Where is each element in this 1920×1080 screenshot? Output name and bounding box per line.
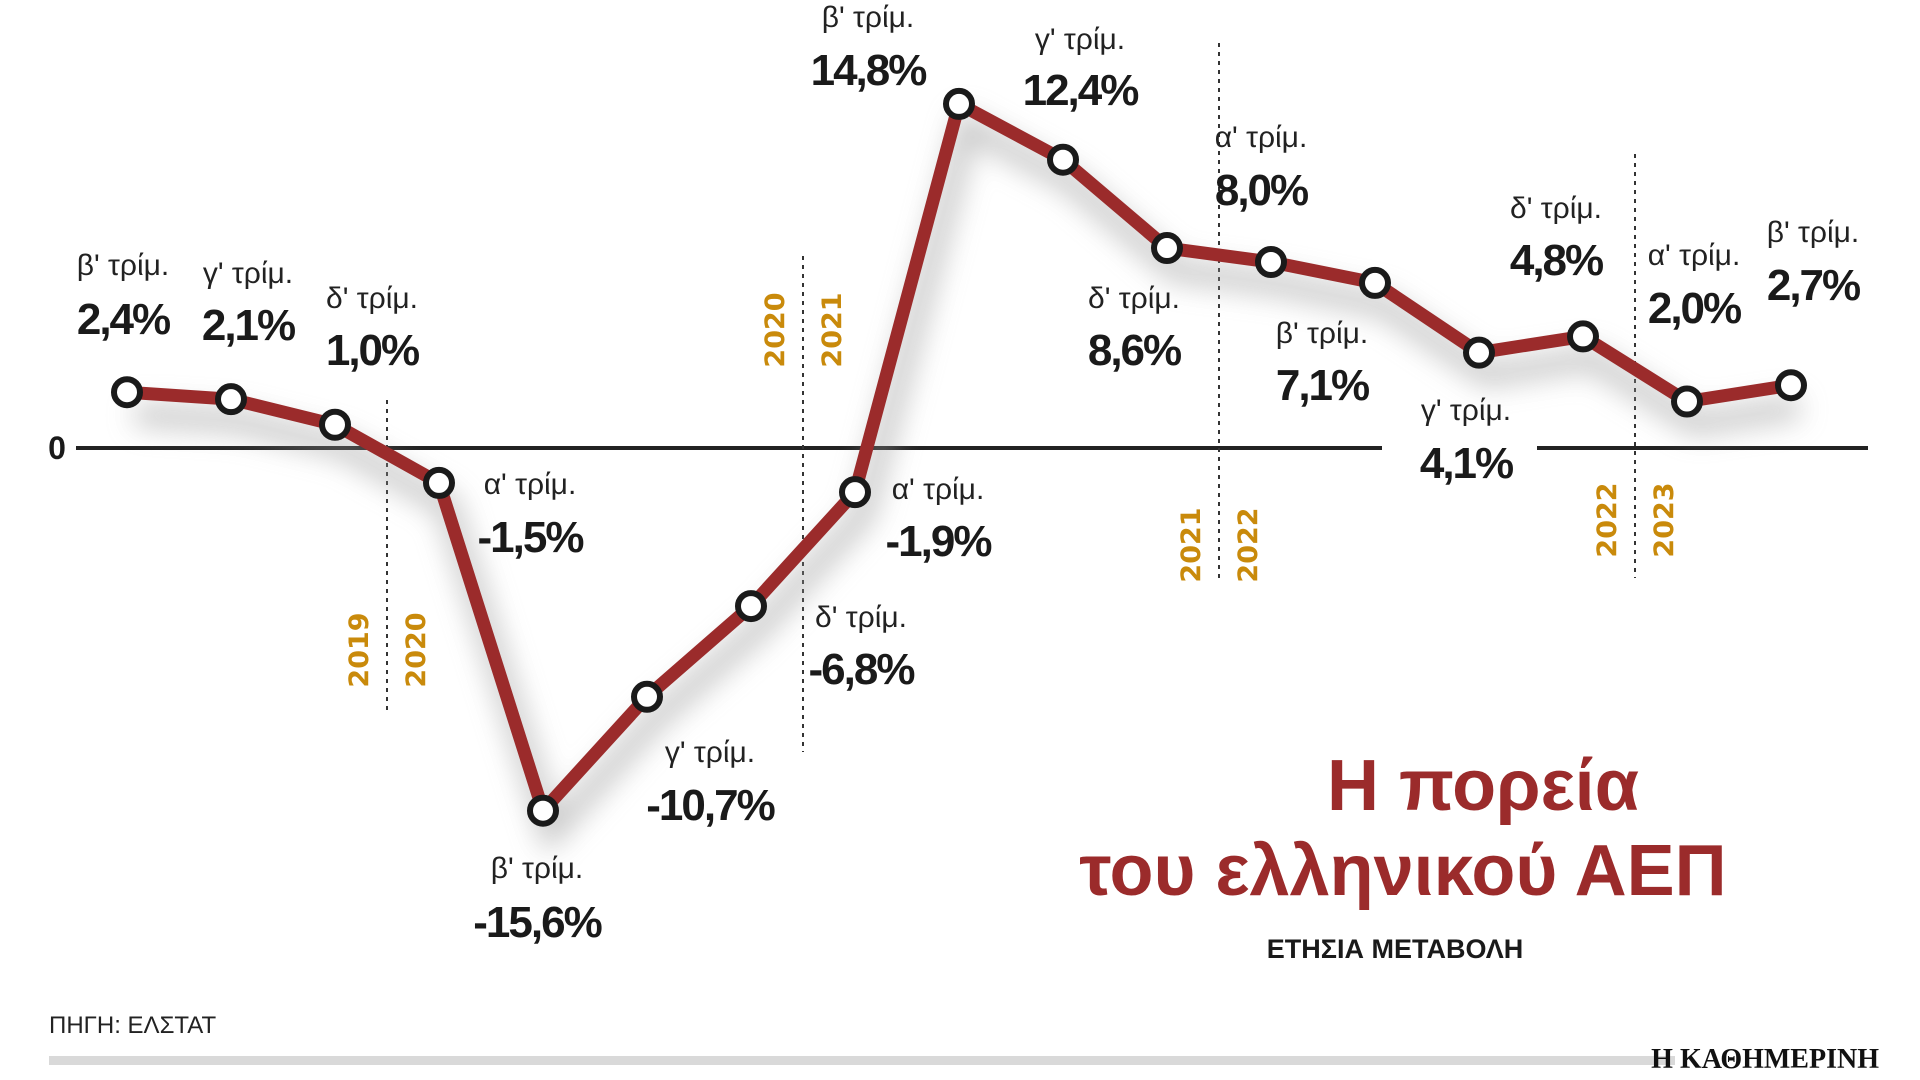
chart-title-line-2: του ελληνικού ΑΕΠ	[1079, 831, 1726, 911]
data-point	[1255, 246, 1287, 278]
data-point	[1567, 320, 1599, 353]
data-point	[1047, 143, 1079, 176]
data-point	[1151, 232, 1183, 265]
year-label: 2022	[1233, 507, 1264, 582]
value-label: 2,7%	[1767, 261, 1860, 310]
value-label: 4,1%	[1420, 439, 1513, 488]
quarter-label: α' τρίμ.	[484, 468, 577, 501]
value-label: 2,4%	[77, 295, 170, 344]
year-label: 2020	[760, 292, 791, 367]
value-label: 2,0%	[1648, 284, 1741, 333]
quarter-label: β' τρίμ.	[77, 249, 170, 282]
zero-tick-label: 0	[48, 430, 65, 466]
data-point	[1775, 369, 1807, 402]
data-point	[319, 408, 351, 441]
quarter-label: β' τρίμ.	[1767, 216, 1860, 249]
data-point	[215, 383, 247, 416]
data-point	[735, 590, 767, 623]
year-label: 2023	[1649, 482, 1680, 557]
data-point	[1671, 385, 1703, 418]
value-label: 8,6%	[1088, 326, 1181, 375]
value-label: -10,7%	[646, 781, 774, 830]
value-label: 14,8%	[811, 46, 927, 95]
data-point	[631, 680, 663, 713]
data-point	[111, 376, 143, 409]
quarter-label: α' τρίμ.	[892, 473, 985, 506]
source-note: ΠΗΓΗ: ΕΛΣΤΑΤ	[49, 1012, 217, 1039]
year-label: 2021	[1176, 507, 1207, 582]
data-point	[1359, 266, 1391, 299]
value-label: 1,0%	[326, 326, 419, 375]
quarter-label: β' τρίμ.	[1276, 317, 1369, 350]
quarter-label: γ' τρίμ.	[665, 736, 755, 769]
value-label: 2,1%	[202, 301, 295, 350]
data-point	[943, 87, 975, 120]
quarter-label: γ' τρίμ.	[1035, 23, 1125, 56]
data-point	[423, 466, 455, 499]
quarter-label: δ' τρίμ.	[815, 601, 907, 634]
value-label: 8,0%	[1215, 166, 1308, 215]
quarter-label: δ' τρίμ.	[1088, 282, 1180, 315]
chart-title-line-1: Η πορεία	[1327, 746, 1639, 826]
quarter-label: γ' τρίμ.	[1421, 394, 1511, 427]
quarter-label: δ' τρίμ.	[1510, 192, 1602, 225]
quarter-label: α' τρίμ.	[1215, 121, 1308, 154]
publisher-logo: Η ΚΑΘΗΜΕΡΙΝΗ	[1651, 1044, 1879, 1075]
line-shadow	[134, 109, 1801, 855]
value-label: 7,1%	[1276, 361, 1369, 410]
quarter-label: γ' τρίμ.	[203, 257, 293, 290]
footer-bar	[49, 1056, 1675, 1065]
value-label: 12,4%	[1023, 66, 1139, 115]
year-label: 2019	[344, 612, 375, 687]
quarter-label: β' τρίμ.	[822, 1, 915, 34]
chart-subtitle: ΕΤΗΣΙΑ ΜΕΤΑΒΟΛΗ	[1267, 934, 1523, 964]
data-point	[527, 794, 559, 827]
year-label: 2021	[817, 292, 848, 367]
data-point	[1463, 336, 1495, 369]
year-label: 2020	[401, 612, 432, 687]
data-point	[839, 476, 871, 509]
quarter-label: β' τρίμ.	[491, 852, 584, 885]
value-label: -6,8%	[809, 645, 915, 694]
value-label: -1,5%	[478, 513, 584, 562]
value-label: -1,9%	[886, 517, 992, 566]
quarter-label: δ' τρίμ.	[326, 282, 418, 315]
value-label: 4,8%	[1510, 236, 1603, 285]
value-label: -15,6%	[473, 898, 601, 947]
year-label: 2022	[1592, 482, 1623, 557]
quarter-label: α' τρίμ.	[1648, 239, 1741, 272]
